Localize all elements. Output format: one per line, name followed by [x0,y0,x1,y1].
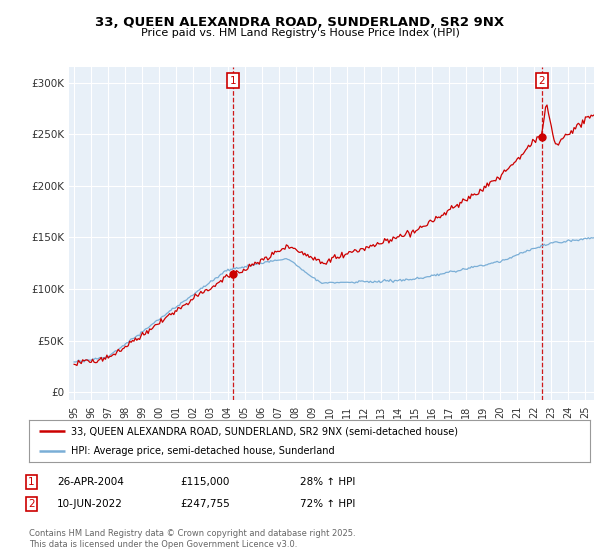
Text: 26-APR-2004: 26-APR-2004 [57,477,124,487]
Text: 2: 2 [28,499,35,509]
Text: 33, QUEEN ALEXANDRA ROAD, SUNDERLAND, SR2 9NX: 33, QUEEN ALEXANDRA ROAD, SUNDERLAND, SR… [95,16,505,29]
Text: £115,000: £115,000 [180,477,229,487]
Text: 1: 1 [28,477,35,487]
Text: 10-JUN-2022: 10-JUN-2022 [57,499,123,509]
Text: Contains HM Land Registry data © Crown copyright and database right 2025.
This d: Contains HM Land Registry data © Crown c… [29,529,355,549]
Text: Price paid vs. HM Land Registry's House Price Index (HPI): Price paid vs. HM Land Registry's House … [140,28,460,38]
Text: £247,755: £247,755 [180,499,230,509]
Text: HPI: Average price, semi-detached house, Sunderland: HPI: Average price, semi-detached house,… [71,446,335,456]
Text: 72% ↑ HPI: 72% ↑ HPI [300,499,355,509]
Text: 2: 2 [539,76,545,86]
Text: 33, QUEEN ALEXANDRA ROAD, SUNDERLAND, SR2 9NX (semi-detached house): 33, QUEEN ALEXANDRA ROAD, SUNDERLAND, SR… [71,426,458,436]
Text: 1: 1 [230,76,236,86]
Text: 28% ↑ HPI: 28% ↑ HPI [300,477,355,487]
